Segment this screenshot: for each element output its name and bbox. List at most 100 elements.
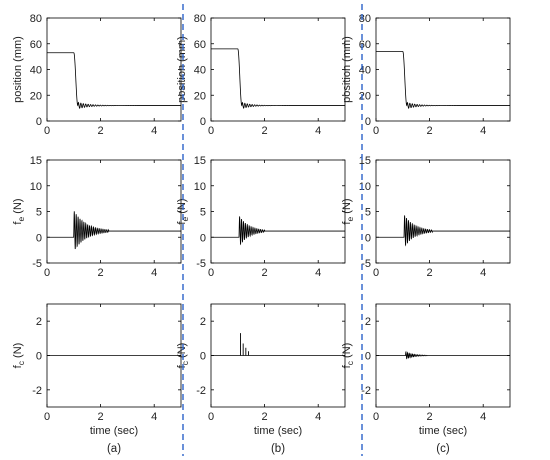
x-axis-label: time (sec) xyxy=(419,425,467,437)
x-tick-label: 2 xyxy=(262,411,268,423)
series-line xyxy=(376,51,510,109)
x-tick-label: 2 xyxy=(262,267,268,279)
y-tick-label: 20 xyxy=(194,90,206,102)
y-tick-label: 0 xyxy=(200,351,206,363)
axes-frame xyxy=(46,17,182,122)
x-tick-label: 4 xyxy=(480,411,486,423)
series-line xyxy=(376,350,510,360)
series-line xyxy=(211,48,345,109)
y-tick-label: 2 xyxy=(36,316,42,328)
y-tick-label: 2 xyxy=(200,316,206,328)
y-tick-label: 80 xyxy=(194,13,206,25)
x-tick-label: 0 xyxy=(373,125,379,137)
x-tick-label: 0 xyxy=(208,125,214,137)
y-tick-label: 0 xyxy=(200,116,206,128)
series-line xyxy=(47,52,181,109)
y-tick-label: 10 xyxy=(359,181,371,193)
x-tick-label: 4 xyxy=(315,267,321,279)
x-tick-label: 2 xyxy=(262,125,268,137)
y-axis-label: position (mm) xyxy=(176,36,188,103)
x-tick-label: 0 xyxy=(208,411,214,423)
x-tick-label: 4 xyxy=(151,411,157,423)
y-axis-label: fe (N) xyxy=(12,198,26,224)
y-tick-label: 20 xyxy=(359,90,371,102)
y-tick-label: -2 xyxy=(196,385,206,397)
y-axis-label: fe (N) xyxy=(176,198,190,224)
x-tick-label: 2 xyxy=(427,267,433,279)
axes-frame xyxy=(210,17,346,122)
y-tick-label: 5 xyxy=(365,207,371,219)
y-tick-label: 5 xyxy=(200,207,206,219)
x-axis-label: time (sec) xyxy=(90,425,138,437)
y-tick-label: 10 xyxy=(30,181,42,193)
y-tick-label: 0 xyxy=(365,232,371,244)
y-tick-label: 0 xyxy=(36,351,42,363)
x-tick-label: 2 xyxy=(427,411,433,423)
x-tick-label: 4 xyxy=(480,125,486,137)
axes-frame xyxy=(46,303,182,408)
subplot-2-0: 0 2 4 -2 0 2 fc (N) time (sec) xyxy=(12,303,182,437)
x-tick-label: 0 xyxy=(44,267,50,279)
y-tick-label: 15 xyxy=(30,155,42,167)
x-tick-label: 2 xyxy=(98,125,104,137)
y-tick-label: 60 xyxy=(30,39,42,51)
y-tick-label: 0 xyxy=(36,116,42,128)
y-tick-label: 0 xyxy=(36,232,42,244)
subfigure-caption: (b) xyxy=(271,443,285,455)
x-tick-label: 2 xyxy=(427,125,433,137)
y-tick-label: 5 xyxy=(36,207,42,219)
x-tick-label: 4 xyxy=(151,267,157,279)
y-tick-label: -5 xyxy=(361,258,371,270)
y-tick-label: 60 xyxy=(194,39,206,51)
y-tick-label: 40 xyxy=(359,65,371,77)
series-line xyxy=(211,216,345,246)
axes-frame xyxy=(375,17,511,122)
axes-frame xyxy=(210,303,346,408)
axes-frame xyxy=(375,159,511,264)
subfigure-caption: (a) xyxy=(107,443,121,455)
y-axis-label: position (mm) xyxy=(341,36,353,103)
x-tick-label: 4 xyxy=(315,411,321,423)
x-tick-label: 0 xyxy=(44,125,50,137)
y-tick-label: 0 xyxy=(200,232,206,244)
x-tick-label: 4 xyxy=(480,267,486,279)
x-tick-label: 2 xyxy=(98,411,104,423)
y-tick-label: -5 xyxy=(196,258,206,270)
y-tick-label: 80 xyxy=(30,13,42,25)
y-axis-label: position (mm) xyxy=(12,36,24,103)
y-tick-label: 40 xyxy=(30,65,42,77)
axes-frame xyxy=(375,303,511,408)
y-tick-label: 0 xyxy=(365,116,371,128)
y-axis-label: fc (N) xyxy=(12,343,26,369)
x-tick-label: 0 xyxy=(44,411,50,423)
axes-frame xyxy=(210,159,346,264)
y-tick-label: 15 xyxy=(359,155,371,167)
x-axis-label: time (sec) xyxy=(254,425,302,437)
subplot-2-1: 0 2 4 -2 0 2 fc (N) time (sec) xyxy=(176,303,346,437)
y-tick-label: 2 xyxy=(365,316,371,328)
y-axis-label: fc (N) xyxy=(341,343,355,369)
x-tick-label: 4 xyxy=(315,125,321,137)
axes-frame xyxy=(46,159,182,264)
x-tick-label: 0 xyxy=(208,267,214,279)
y-tick-label: -2 xyxy=(32,385,42,397)
y-tick-label: 60 xyxy=(359,39,371,51)
y-tick-label: 10 xyxy=(194,181,206,193)
series-line xyxy=(47,211,181,250)
series-line xyxy=(376,215,510,247)
y-tick-label: 0 xyxy=(365,351,371,363)
y-axis-label: fc (N) xyxy=(176,343,190,369)
y-tick-label: -5 xyxy=(32,258,42,270)
y-tick-label: 15 xyxy=(194,155,206,167)
x-tick-label: 0 xyxy=(373,411,379,423)
y-tick-label: 40 xyxy=(194,65,206,77)
subplot-2-2: 0 2 4 -2 0 2 fc (N) time (sec) xyxy=(341,303,511,437)
y-tick-label: 20 xyxy=(30,90,42,102)
